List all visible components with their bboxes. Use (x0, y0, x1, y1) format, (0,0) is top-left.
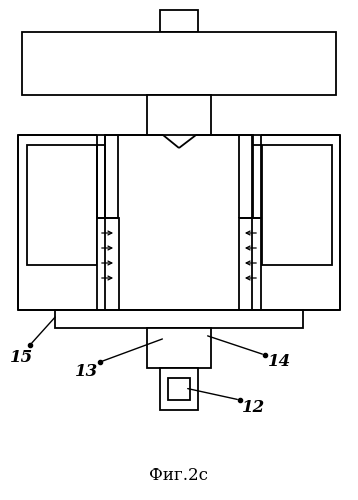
Bar (22, 32, 336, 95)
Bar (55, 310, 303, 328)
Bar (18, 135, 106, 310)
Text: 12: 12 (242, 398, 265, 415)
Bar (160, 10, 198, 32)
Text: 14: 14 (268, 354, 291, 370)
Bar (27, 145, 97, 265)
Text: Фиг.2с: Фиг.2с (150, 466, 208, 483)
Bar (160, 368, 198, 410)
Bar (239, 218, 261, 310)
Text: 15: 15 (10, 350, 33, 366)
Text: 13: 13 (75, 364, 98, 380)
Bar (262, 145, 332, 265)
Bar (147, 95, 211, 137)
Bar (97, 218, 119, 310)
Bar (147, 328, 211, 368)
Bar (168, 378, 190, 400)
Bar (105, 135, 253, 310)
Bar (252, 135, 340, 310)
